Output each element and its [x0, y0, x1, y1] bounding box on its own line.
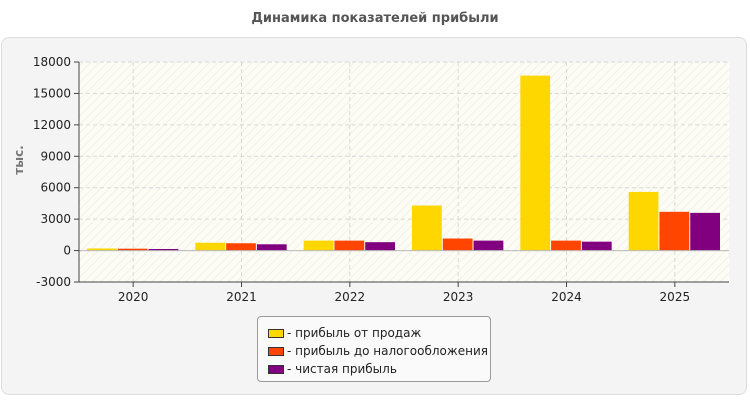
x-tick-label: 2022	[335, 290, 366, 304]
y-tick-labels: 18000 15000 12000 9000 6000 3000 0 -3000	[33, 55, 79, 289]
y-tick-label: 15000	[33, 86, 71, 100]
legend-label: - прибыль до налогообложения	[287, 344, 488, 358]
bar	[365, 242, 395, 251]
x-tick-label: 2024	[551, 290, 582, 304]
bar	[303, 240, 334, 251]
x-tick-labels: 2020 2021 2022 2023 2024 2025	[118, 282, 690, 304]
y-tick-label: 9000	[40, 149, 71, 163]
y-tick-label: 6000	[40, 181, 71, 195]
bar	[87, 248, 117, 251]
y-axis-label: тыс.	[12, 145, 26, 174]
legend-swatch	[268, 364, 284, 374]
bar	[256, 244, 287, 251]
bar	[581, 241, 612, 251]
legend-item: - прибыль от продаж	[268, 324, 490, 342]
bar	[628, 191, 659, 251]
bar	[659, 211, 690, 251]
bar	[442, 238, 473, 251]
bar	[195, 242, 226, 251]
bar	[473, 240, 504, 251]
x-tick-label: 2020	[118, 290, 149, 304]
bar	[520, 75, 551, 251]
bars	[87, 75, 720, 251]
legend-item: - прибыль до налогообложения	[268, 342, 490, 360]
y-tick-label: 12000	[33, 118, 71, 132]
x-tick-label: 2021	[226, 290, 257, 304]
bar	[334, 240, 365, 251]
legend-swatch	[268, 346, 284, 356]
legend-label: - прибыль от продаж	[287, 326, 422, 340]
bar	[226, 243, 256, 251]
plot-background	[79, 62, 729, 282]
axes	[78, 62, 729, 283]
x-tick-label: 2025	[660, 290, 691, 304]
x-tick-label: 2023	[443, 290, 474, 304]
legend: - прибыль от продаж - прибыль до налогооб…	[257, 316, 491, 382]
bar	[551, 240, 581, 251]
bar	[412, 205, 442, 251]
bar	[148, 249, 179, 251]
chart-title: Динамика показателей прибыли	[251, 11, 499, 26]
bar	[117, 248, 148, 251]
legend-item: - чистая прибыль	[268, 360, 490, 378]
y-tick-label: 0	[63, 244, 71, 258]
y-tick-label: -3000	[36, 275, 71, 289]
y-tick-label: 18000	[33, 55, 71, 69]
y-tick-label: 3000	[40, 212, 71, 226]
legend-label: - чистая прибыль	[287, 362, 397, 376]
bar	[690, 212, 720, 251]
legend-swatch	[268, 328, 284, 338]
